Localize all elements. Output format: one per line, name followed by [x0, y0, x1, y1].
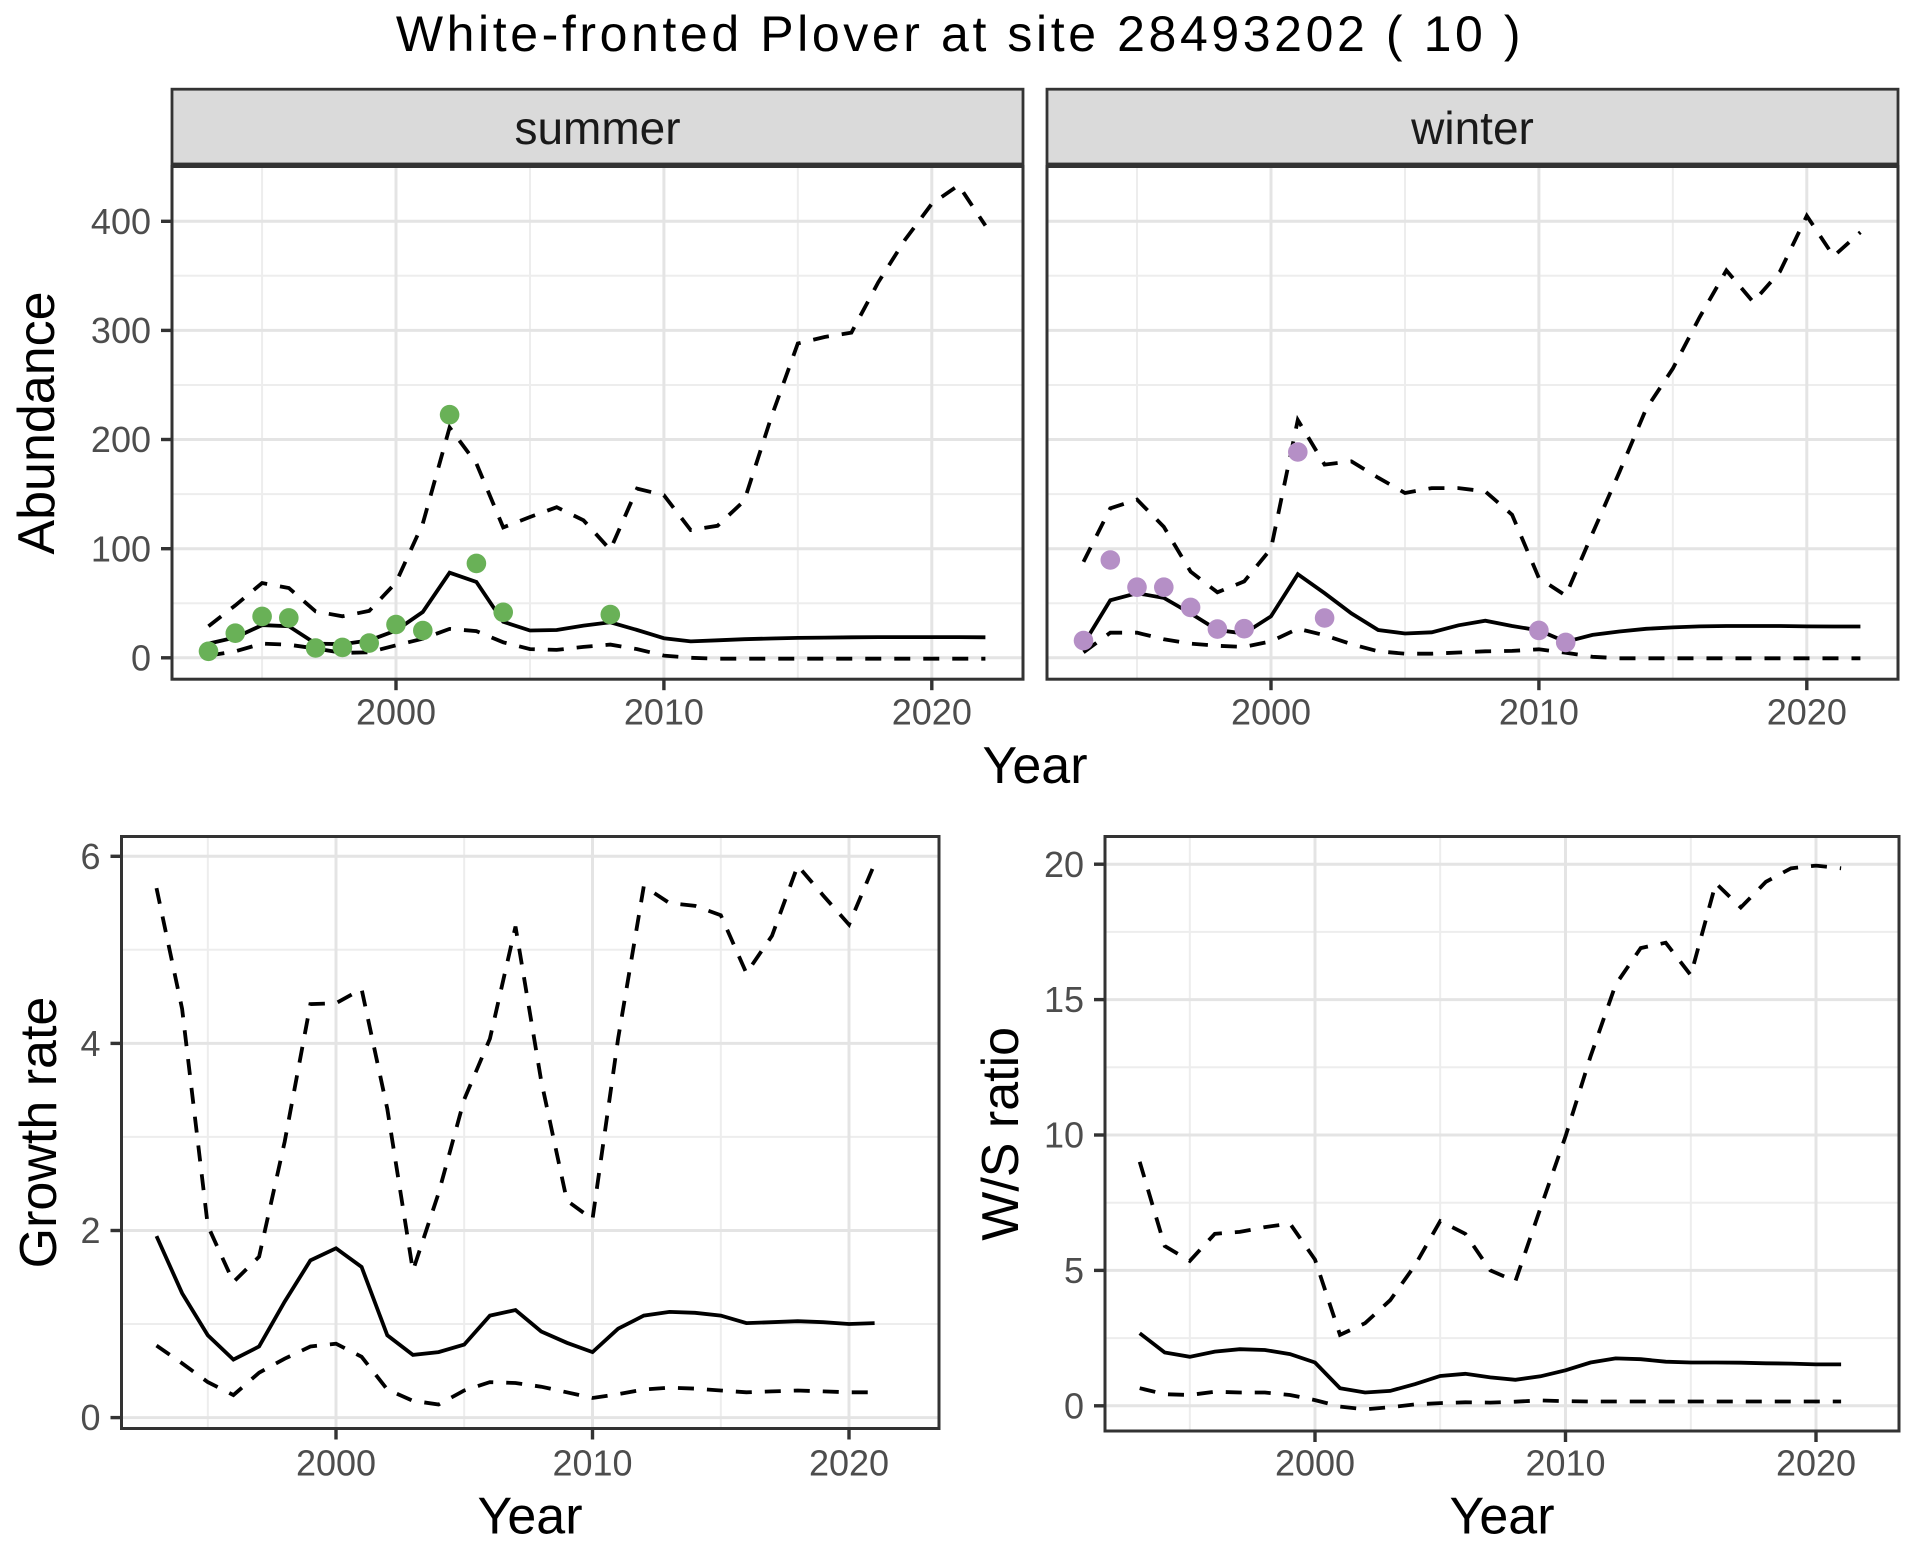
svg-text:100: 100 — [91, 528, 151, 569]
svg-text:2020: 2020 — [1776, 1442, 1856, 1483]
svg-text:10: 10 — [1044, 1115, 1084, 1156]
svg-text:2000: 2000 — [296, 1442, 376, 1483]
svg-text:2020: 2020 — [809, 1442, 889, 1483]
svg-text:6: 6 — [80, 836, 100, 877]
svg-text:2000: 2000 — [1231, 692, 1311, 733]
svg-text:0: 0 — [131, 637, 151, 678]
svg-text:Year: Year — [1449, 1488, 1554, 1546]
svg-text:summer: summer — [514, 102, 680, 154]
svg-text:Growth rate: Growth rate — [10, 997, 68, 1269]
svg-text:400: 400 — [91, 201, 151, 242]
svg-text:Year: Year — [477, 1488, 582, 1546]
svg-text:5: 5 — [1064, 1250, 1084, 1291]
svg-text:Year: Year — [982, 737, 1087, 795]
svg-text:2020: 2020 — [892, 692, 972, 733]
svg-text:0: 0 — [80, 1397, 100, 1438]
svg-text:2010: 2010 — [1499, 692, 1579, 733]
svg-text:4: 4 — [80, 1023, 100, 1064]
svg-text:White-fronted Plover at site 2: White-fronted Plover at site 28493202 ( … — [396, 6, 1524, 62]
svg-text:winter: winter — [1410, 102, 1534, 154]
svg-text:2: 2 — [80, 1210, 100, 1251]
svg-text:200: 200 — [91, 419, 151, 460]
svg-text:Abundance: Abundance — [8, 291, 66, 554]
svg-text:2020: 2020 — [1767, 692, 1847, 733]
svg-text:2010: 2010 — [1525, 1442, 1605, 1483]
svg-text:2000: 2000 — [356, 692, 436, 733]
svg-text:15: 15 — [1044, 979, 1084, 1020]
svg-text:2000: 2000 — [1275, 1442, 1355, 1483]
svg-text:0: 0 — [1064, 1385, 1084, 1426]
svg-text:W/S ratio: W/S ratio — [972, 1027, 1030, 1241]
svg-text:2010: 2010 — [624, 692, 704, 733]
svg-text:300: 300 — [91, 310, 151, 351]
svg-text:20: 20 — [1044, 844, 1084, 885]
svg-text:2010: 2010 — [552, 1442, 632, 1483]
